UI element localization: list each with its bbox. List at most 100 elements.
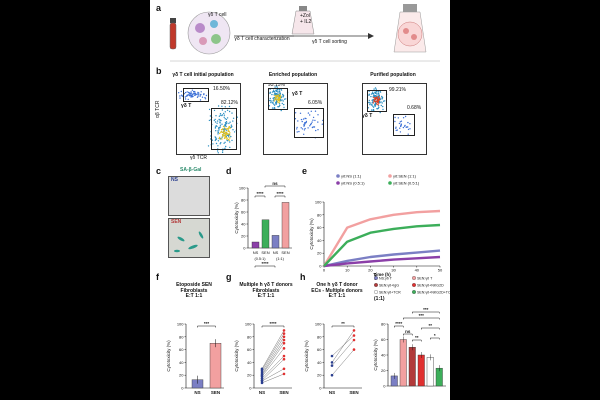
process-arrow xyxy=(234,33,374,39)
chart-f-title: Etoposide SEN Fibroblasts E:T 1:1 xyxy=(176,282,212,299)
g-pair-line-7 xyxy=(261,336,285,373)
g-pair-line-8 xyxy=(261,333,285,371)
h-ytick-label-0: 0 xyxy=(319,386,322,391)
e-legend-marker-2 xyxy=(336,181,340,185)
d-s3-sig: **** xyxy=(261,261,268,266)
i-s5-sig: ** xyxy=(428,323,432,328)
d-ytick-label-3: 60 xyxy=(241,210,246,215)
e-legend-label-2: γδ:NS (0.5:1) xyxy=(341,181,365,186)
g-point-ns-7 xyxy=(260,370,264,374)
i-s4-bracket xyxy=(412,339,422,342)
i-s4-sig: ** xyxy=(415,335,419,340)
panel-label-g: g xyxy=(226,272,232,282)
step-gd-label: γδ T cell xyxy=(208,12,227,18)
h-point-ns-0 xyxy=(330,373,334,377)
e-legend-label-0: γδ:NS (1:1) xyxy=(341,174,362,179)
i-legend-label-5: SEN:γδ+NKG2D+TCR xyxy=(417,291,450,295)
i-s5-bracket xyxy=(421,327,440,330)
i-ytick-label-3: 60 xyxy=(381,337,386,342)
i-legend-marker-1 xyxy=(412,276,416,280)
facs-xlabel: γδ TCR xyxy=(190,155,207,161)
i-ytick-label-4: 80 xyxy=(381,322,386,327)
f-ytick-label-5: 100 xyxy=(177,322,184,327)
pop-label-1: γδ T xyxy=(181,103,192,109)
e-series-0 xyxy=(323,249,441,268)
step-characterization: γδ T cell characterization xyxy=(234,36,290,42)
g-point-sen-9 xyxy=(282,329,286,332)
chart-e: 0 20 40 60 80 100 Cytotoxicity (%) Time (h) 0 10 2… xyxy=(309,174,443,278)
i-bar-1 xyxy=(399,339,407,387)
gate-value-2a: 93.15% xyxy=(268,83,285,88)
e-legend-marker-0 xyxy=(336,174,340,178)
h-pair-line-2 xyxy=(331,330,355,363)
culture-flask-icon xyxy=(291,6,315,35)
d-bar-3 xyxy=(281,202,290,249)
e-series-1 xyxy=(323,255,441,268)
gate-value-2b: 6.05% xyxy=(308,100,323,106)
d-ratio-0: (0.5:1) xyxy=(255,257,267,261)
panel-label-a: a xyxy=(156,3,162,13)
panel-label-c: c xyxy=(156,166,162,176)
i-s6-bracket xyxy=(430,337,440,340)
h-ytick-label-2: 40 xyxy=(317,360,322,365)
i-bar-3 xyxy=(417,354,425,387)
i-s1-sig: ns xyxy=(405,329,411,334)
f-s-sig: *** xyxy=(204,321,210,326)
pop-label-3: γδ T xyxy=(362,113,373,119)
bottle-icon xyxy=(393,4,427,53)
blood-tube-icon xyxy=(169,18,177,50)
h-xtick-1: SEN xyxy=(349,390,358,395)
f-ytick-label-0: 0 xyxy=(181,386,184,391)
figure-panel: a γδ T cell γδ T cell characterization +… xyxy=(150,0,450,400)
g-point-sen-6 xyxy=(282,338,286,342)
d-ytick-label-5: 100 xyxy=(239,186,246,191)
h-point-ns-3 xyxy=(330,354,334,358)
d-s3-bracket xyxy=(254,265,276,268)
h-pair-line-0 xyxy=(331,349,355,376)
h-point-sen-3 xyxy=(352,334,356,337)
e-ytick-label-4: 80 xyxy=(317,212,322,217)
micrograph-sen: SEN xyxy=(168,218,210,258)
g-s-sig: **** xyxy=(269,321,276,326)
i-legend-label-3: SEN:γδ+NKG2D xyxy=(417,284,444,288)
g-ytick-label-4: 80 xyxy=(247,334,252,339)
i-legend-marker-2 xyxy=(374,283,378,287)
facs-plot-enriched: 93.15% 6.05% γδ T xyxy=(263,83,328,155)
i-s3-bracket xyxy=(412,311,440,314)
i-legend-marker-0 xyxy=(374,276,378,280)
g-xtick-1: SEN xyxy=(279,390,288,395)
i-legend-label-0: NS:γδ T xyxy=(379,277,393,281)
d-s1-sig: **** xyxy=(256,191,263,196)
f-xtick-1: SEN xyxy=(211,390,220,395)
f-xtick-0: NS xyxy=(194,390,200,395)
d-ylabel: Cytotoxicity (%) xyxy=(234,202,239,234)
d-s2-bracket xyxy=(274,195,286,198)
g-point-ns-2 xyxy=(260,379,264,382)
i-s0-bracket xyxy=(394,325,404,328)
panel-label-f: f xyxy=(156,272,159,282)
panel-label-h: h xyxy=(300,272,306,282)
e-legend-label-1: γδ:SEN (1:1) xyxy=(393,174,417,179)
g-pair-line-2 xyxy=(261,359,285,381)
i-ytick-label-1: 20 xyxy=(381,368,386,373)
gate-value-3b: 0.68% xyxy=(407,105,422,111)
panel-label-b: b xyxy=(156,66,162,76)
h-ytick-label-5: 100 xyxy=(315,322,322,327)
micrograph-ns: NS xyxy=(168,176,210,216)
i-legend-marker-3 xyxy=(412,283,416,287)
panel-label-d: d xyxy=(226,166,232,176)
chart-g-title: Multiple h γδ T donors Fibroblasts E:T 1… xyxy=(239,282,293,299)
f-ytick-label-3: 60 xyxy=(179,347,184,352)
d-ytick-label-4: 80 xyxy=(241,198,246,203)
e-ylabel: Cytotoxicity (%) xyxy=(309,218,314,250)
e-xtick-label-4: 40 xyxy=(415,268,420,273)
facs-title-1: γδ T cell initial population xyxy=(172,72,234,78)
h-ylabel: Cytotoxicity (%) xyxy=(304,340,309,372)
e-xtick-label-3: 30 xyxy=(391,268,396,273)
i-ytick-label-0: 0 xyxy=(383,384,386,389)
f-ytick-label-1: 20 xyxy=(179,373,184,378)
g-ytick-label-0: 0 xyxy=(249,386,252,391)
g-pair-line-6 xyxy=(261,339,285,375)
i-legend-label-1: SEN:γδ T xyxy=(417,277,433,281)
chart-g: 0 20 40 60 80 100 Cytotoxicity (%) NS SEN **** xyxy=(234,321,292,395)
